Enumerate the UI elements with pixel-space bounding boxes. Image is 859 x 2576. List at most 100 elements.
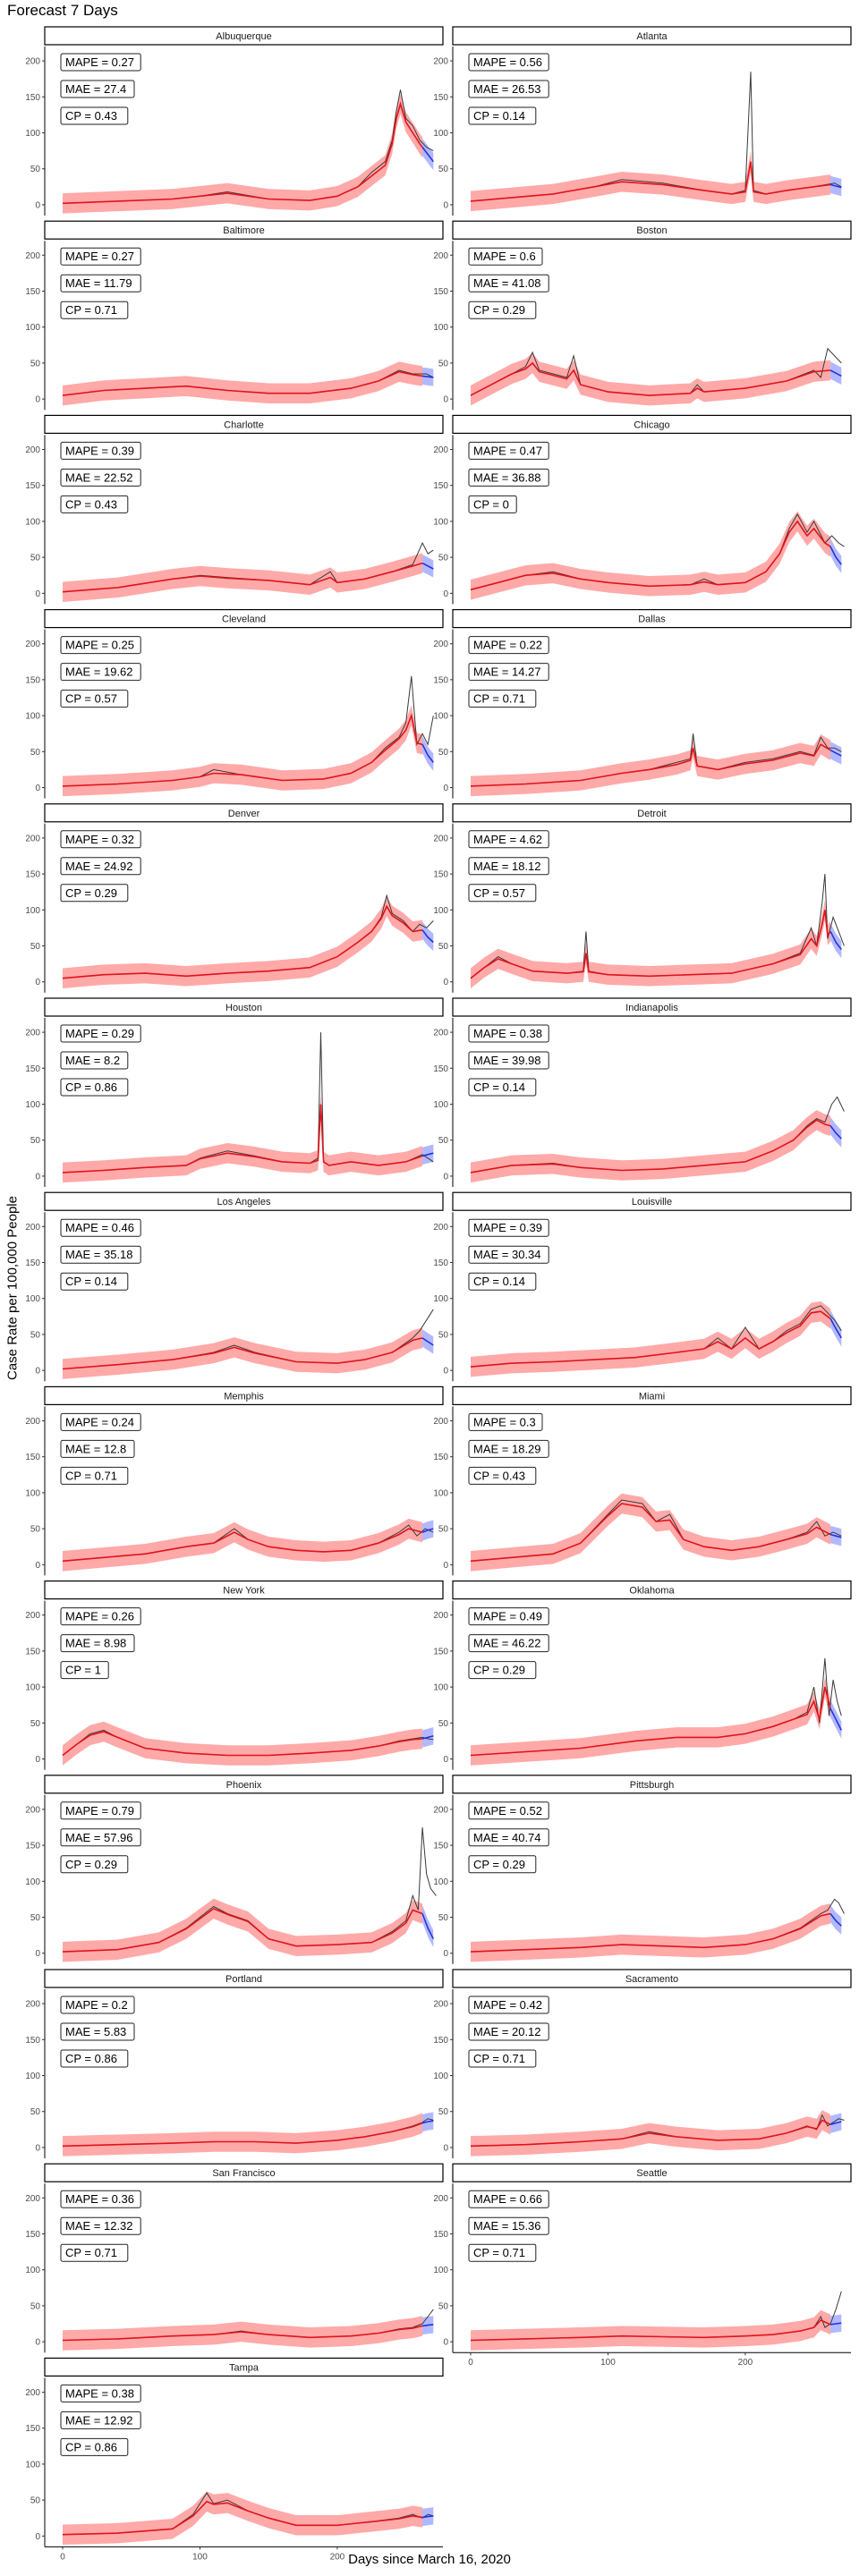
y-axis-label: Case Rate per 100,000 People [4, 1196, 21, 1380]
facet-denver-mape-label: MAPE = 0.32 [65, 833, 134, 846]
facet-portland-cp-box [60, 2049, 129, 2068]
facet-chicago-cp-label: CP = 0 [473, 497, 509, 511]
facet-sacramento-cp-label: CP = 0.71 [473, 2052, 525, 2065]
facet-houston-strip [44, 997, 444, 1017]
facet-phoenix-forecast-line [421, 1913, 435, 1940]
facet-indianapolis-y-tick-label: 0 [443, 1172, 448, 1182]
facet-memphis-strip-label: Memphis [224, 1391, 264, 1402]
facet-memphis-mae-label: MAE = 12.8 [65, 1442, 126, 1455]
facet-baltimore-fitted-band [63, 361, 423, 406]
facet-memphis-forecast-line [421, 1528, 434, 1533]
facet-memphis-mape-label: MAPE = 0.24 [65, 1415, 134, 1428]
facet-oklahoma-mae-label: MAE = 46.22 [473, 1637, 541, 1650]
facet-indianapolis-y-tick-label: 200 [433, 1029, 448, 1038]
facet-seattle-strip-label: Seattle [636, 2168, 667, 2179]
facet-san-francisco-y-tick-label: 100 [25, 2266, 40, 2275]
facet-tampa-y-tick-label: 0 [35, 2532, 40, 2542]
facet-san-francisco-mae-box [60, 2216, 141, 2235]
facet-sacramento-y-tick-label: 50 [438, 2107, 449, 2117]
facet-seattle-mae-label: MAE = 15.36 [473, 2219, 541, 2233]
facet-dallas-forecast-line [829, 749, 842, 757]
facet-houston-y-tick-label: 50 [30, 1136, 41, 1146]
facet-los-angeles-forecast-line [421, 1337, 434, 1346]
facet-boston-y-tick-label: 150 [433, 287, 448, 297]
facet-miami-mae-box [468, 1439, 549, 1458]
facet-oklahoma-cp-label: CP = 0.29 [473, 1664, 525, 1677]
facet-boston-mape-box [468, 247, 543, 266]
facet-pittsburgh-fitted-line [470, 1912, 831, 1953]
facet-oklahoma-y-tick-label: 50 [438, 1719, 449, 1729]
facet-san-francisco-fitted-line [62, 2325, 423, 2342]
facet-new-york-y-tick-label: 200 [25, 1611, 40, 1621]
facet-chicago-y-tick-label: 0 [443, 589, 448, 599]
facet-oklahoma-forecast-line [829, 1707, 843, 1731]
facet-san-francisco-y-tick-label: 0 [35, 2338, 40, 2348]
facet-miami-mape-label: MAPE = 0.3 [473, 1415, 536, 1428]
facet-indianapolis-fitted-line [470, 1119, 831, 1174]
facet-pittsburgh-cp-box [468, 1855, 537, 1874]
facet-denver-cp-box [60, 884, 129, 902]
facet-miami-cp-label: CP = 0.43 [473, 1469, 525, 1482]
facet-louisville-mae-label: MAE = 30.34 [473, 1248, 541, 1261]
facet-portland-forecast-line [421, 2120, 434, 2124]
facet-memphis-mape-box [60, 1412, 141, 1431]
facet-indianapolis-cp-label: CP = 0.14 [473, 1080, 525, 1094]
facet-san-francisco-strip-label: San Francisco [212, 2168, 275, 2179]
facet-boston-strip [452, 220, 852, 240]
facet-pittsburgh-fitted-band [471, 1903, 831, 1962]
facet-memphis-fitted-line [62, 1528, 423, 1563]
facet-denver-mape-box [60, 830, 141, 849]
facet-charlotte-cp-label: CP = 0.43 [65, 497, 117, 511]
facet-dallas-y-tick-label: 0 [443, 784, 448, 793]
facet-tampa-cp-label: CP = 0.86 [65, 2440, 117, 2453]
facet-new-york-cp-label: CP = 1 [65, 1664, 101, 1677]
facet-indianapolis-strip [452, 997, 852, 1017]
facet-los-angeles-fitted-line [62, 1337, 423, 1370]
facet-denver-y-tick-label: 150 [25, 870, 40, 880]
facet-oklahoma-strip-label: Oklahoma [629, 1586, 675, 1597]
facet-houston-y-tick-label: 200 [25, 1029, 40, 1038]
facet-new-york-fitted-line [62, 1731, 423, 1757]
facet-denver-y-tick-label: 100 [25, 906, 40, 916]
facet-albuquerque-strip-label: Albuquerque [216, 31, 271, 42]
facet-denver-y-tick-label: 50 [30, 942, 41, 952]
facet-pittsburgh-y-tick-label: 50 [438, 1913, 449, 1923]
facet-charlotte-mae-label: MAE = 22.52 [65, 470, 133, 484]
facet-charlotte-strip-label: Charlotte [224, 419, 264, 430]
facet-san-francisco-cp-label: CP = 0.71 [65, 2246, 117, 2259]
facet-cleveland-y-tick-label: 150 [25, 675, 40, 685]
facet-houston-mape-label: MAPE = 0.29 [65, 1027, 134, 1040]
facet-tampa-fitted-line [62, 2500, 423, 2536]
facet-charlotte-y-tick-label: 100 [25, 517, 40, 527]
facet-albuquerque-mape-label: MAPE = 0.27 [65, 55, 134, 69]
facet-new-york-forecast-line [421, 1735, 434, 1740]
facet-cleveland-strip [44, 608, 444, 629]
facet-pittsburgh-cp-label: CP = 0.29 [473, 1858, 525, 1871]
facet-dallas-mae-label: MAE = 14.27 [473, 665, 541, 679]
facet-denver-cp-label: CP = 0.29 [65, 886, 117, 900]
facet-atlanta-mae-box [468, 80, 549, 98]
facet-tampa-x-tick-label: 200 [330, 2552, 345, 2562]
facet-sacramento-mape-box [468, 1996, 549, 2014]
facet-detroit-strip [452, 803, 852, 823]
facet-sacramento-mape-label: MAPE = 0.42 [473, 1998, 542, 2012]
facet-detroit-y-tick-label: 150 [433, 870, 448, 880]
facet-boston-mape-label: MAPE = 0.6 [473, 250, 536, 263]
facet-memphis-y-tick-label: 150 [25, 1453, 40, 1462]
facet-boston-cp-box [468, 301, 537, 319]
facet-boston-fitted-band [471, 352, 831, 406]
facet-seattle-cp-box [468, 2243, 537, 2262]
facet-dallas-y-tick-label: 50 [438, 748, 449, 758]
facet-sacramento-strip-label: Sacramento [625, 1974, 678, 1985]
facet-pittsburgh-strip-label: Pittsburgh [630, 1780, 675, 1791]
facet-cleveland-y-tick-label: 200 [25, 640, 40, 649]
facet-seattle-y-tick-label: 50 [438, 2301, 449, 2311]
facet-louisville-mape-box [468, 1218, 549, 1237]
facet-phoenix-mape-box [60, 1801, 141, 1820]
facet-detroit-y-tick-label: 200 [433, 834, 448, 843]
facet-chicago-strip [452, 414, 852, 434]
facet-detroit-strip-label: Detroit [637, 809, 666, 819]
facet-san-francisco-mape-box [60, 2190, 141, 2208]
facet-baltimore-strip [44, 220, 444, 240]
